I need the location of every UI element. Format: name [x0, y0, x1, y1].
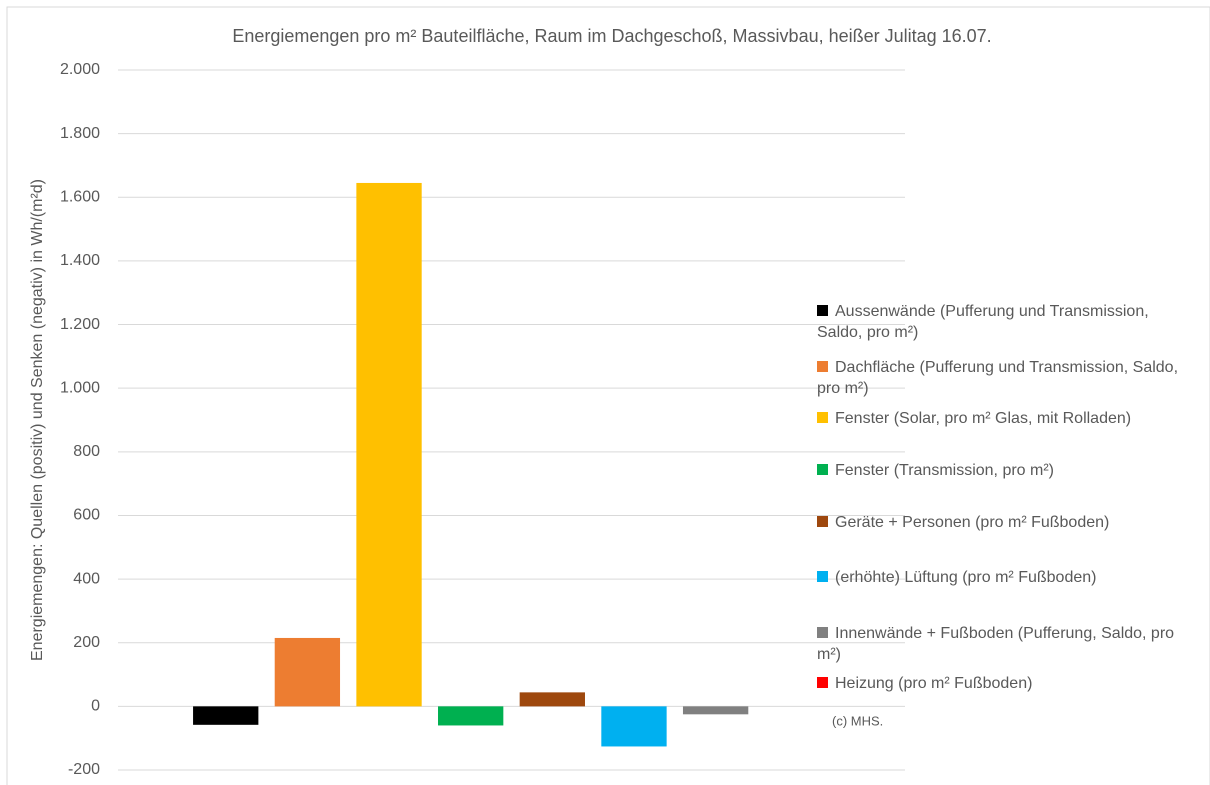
legend-entry: Dachfläche (Pufferung und Transmission, … [817, 357, 1197, 399]
legend-label: Heizung (pro m² Fußboden) [835, 675, 1033, 692]
legend-swatch [817, 305, 828, 316]
legend-swatch [817, 412, 828, 423]
y-axis-label: Energiemengen: Quellen (positiv) und Sen… [29, 179, 46, 661]
legend-swatch [817, 571, 828, 582]
bar [682, 706, 749, 715]
y-tick-label: 1.800 [60, 125, 100, 142]
y-tick-label: 1.400 [60, 252, 100, 269]
y-tick-label: -200 [68, 761, 100, 778]
legend-swatch [817, 627, 828, 638]
bar [601, 706, 667, 747]
legend-label: Fenster (Transmission, pro m²) [835, 462, 1054, 479]
bar [519, 692, 585, 707]
legend-label: Geräte + Personen (pro m² Fußboden) [835, 514, 1110, 531]
legend-entry: (erhöhte) Lüftung (pro m² Fußboden) [817, 567, 1197, 588]
legend-label: Innenwände + Fußboden (Pufferung, Saldo,… [817, 625, 1175, 663]
legend-entry: Fenster (Transmission, pro m²) [817, 460, 1197, 481]
y-tick-label: 2.000 [60, 61, 100, 78]
bar [193, 706, 259, 725]
y-tick-label: 400 [73, 570, 100, 587]
legend-label: Fenster (Solar, pro m² Glas, mit Rollade… [835, 410, 1132, 427]
legend-entry: Innenwände + Fußboden (Pufferung, Saldo,… [817, 623, 1197, 665]
legend-entry: Fenster (Solar, pro m² Glas, mit Rollade… [817, 408, 1197, 429]
bar [356, 182, 422, 707]
legend-label: Aussenwände (Pufferung und Transmission,… [817, 303, 1149, 341]
y-tick-label: 1.200 [60, 316, 100, 333]
legend-entry: Geräte + Personen (pro m² Fußboden) [817, 512, 1197, 533]
legend-label: Dachfläche (Pufferung und Transmission, … [817, 359, 1179, 397]
legend-swatch [817, 464, 828, 475]
legend-swatch [817, 677, 828, 688]
y-tick-label: 1.600 [60, 188, 100, 205]
legend-swatch [817, 516, 828, 527]
legend-entry: Heizung (pro m² Fußboden) [817, 673, 1197, 694]
chart-title: Energiemengen pro m² Bauteilfläche, Raum… [232, 26, 991, 46]
chart-border [6, 6, 1210, 785]
y-tick-label: 600 [73, 507, 100, 524]
bar [438, 706, 504, 726]
legend-label: (erhöhte) Lüftung (pro m² Fußboden) [835, 569, 1097, 586]
y-tick-label: 1.000 [60, 379, 100, 396]
legend-entry: Aussenwände (Pufferung und Transmission,… [817, 301, 1197, 343]
annotation: (c) MHS. [832, 713, 883, 728]
legend-swatch [817, 361, 828, 372]
y-tick-label: 0 [91, 698, 100, 715]
y-tick-label: 800 [73, 443, 100, 460]
bar [274, 637, 341, 707]
y-tick-label: 200 [73, 634, 100, 651]
